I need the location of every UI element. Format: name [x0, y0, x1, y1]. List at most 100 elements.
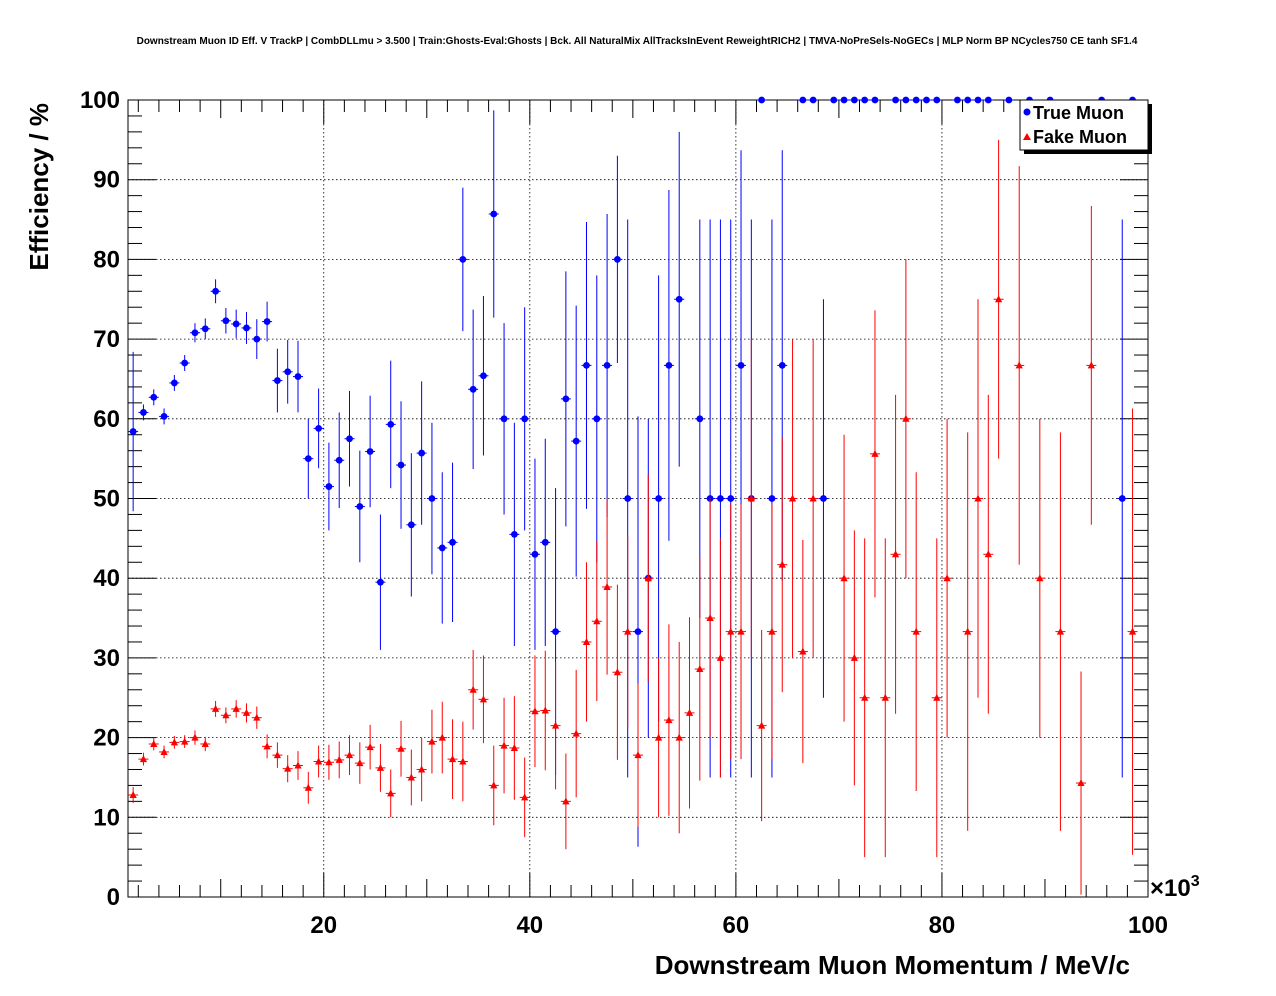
fake-muon-point — [376, 763, 385, 771]
fake-muon-series — [128, 139, 1138, 895]
fake-muon-point — [366, 743, 374, 751]
y-tick-label: 20 — [93, 725, 120, 752]
fake-muon-point — [500, 741, 508, 749]
true-muon-point — [294, 373, 302, 380]
fake-muon-point — [840, 574, 848, 582]
true-muon-point — [232, 320, 240, 328]
true-muon-point — [861, 96, 869, 104]
fake-muon-point — [964, 627, 972, 635]
true-muon-point — [160, 413, 168, 420]
true-muon-point — [634, 628, 642, 635]
true-muon-point — [418, 449, 426, 457]
fake-muon-point — [613, 668, 621, 676]
grid — [128, 100, 1148, 897]
true-muon-point — [531, 550, 539, 558]
true-muon-point — [500, 415, 508, 423]
true-muon-point — [717, 495, 724, 502]
fake-muon-point — [1015, 361, 1023, 369]
fake-muon-point — [1056, 627, 1065, 635]
true-muon-point — [243, 324, 250, 332]
true-muon-point — [562, 395, 570, 403]
true-muon-point — [397, 461, 405, 469]
fake-muon-point — [129, 790, 137, 798]
chart-title: Downstream Muon ID Eff. V TrackP | CombD… — [137, 36, 1138, 47]
y-axis-title: Efficiency / % — [24, 103, 54, 271]
true-muon-point — [1005, 96, 1013, 104]
true-muon-point — [490, 210, 498, 218]
fake-muon-point — [345, 751, 354, 759]
true-muon-point — [665, 362, 673, 369]
true-muon-point — [871, 96, 879, 104]
fake-muon-point — [593, 617, 601, 625]
true-muon-point — [953, 96, 961, 104]
x-tick-label: 40 — [516, 912, 543, 939]
y-tick-label: 60 — [93, 406, 120, 433]
true-muon-point — [335, 456, 343, 464]
true-muon-point — [923, 96, 930, 104]
true-muon-point — [459, 256, 467, 263]
fake-muon-point — [284, 764, 292, 772]
true-muon-point — [912, 96, 920, 104]
y-tick-label: 80 — [93, 246, 120, 273]
fake-muon-point — [572, 729, 580, 737]
fake-muon-point — [541, 706, 549, 714]
true-muon-point — [222, 317, 230, 325]
x-axis-title: Downstream Muon Momentum / MeV/c — [655, 950, 1130, 980]
fake-muon-point — [706, 614, 714, 622]
true-muon-point — [603, 362, 611, 369]
true-muon-point — [892, 96, 899, 104]
true-muon-point — [933, 96, 941, 104]
fake-muon-point — [912, 627, 920, 635]
fake-muon-point — [685, 708, 694, 716]
fake-muon-point — [881, 693, 889, 701]
true-muon-point — [624, 495, 632, 502]
legend-fake-muon-marker — [1023, 133, 1031, 140]
legend-box — [1019, 99, 1149, 151]
true-muon-point — [181, 359, 189, 367]
fake-muon-point — [150, 739, 158, 747]
true-muon-point — [140, 409, 147, 416]
fake-muon-point — [788, 494, 797, 502]
y-tick-label: 0 — [107, 884, 120, 911]
true-muon-point — [201, 325, 209, 333]
fake-muon-point — [747, 494, 755, 502]
true-muon-point — [1118, 495, 1126, 502]
fake-muon-point — [850, 653, 858, 661]
y-tick-label: 50 — [93, 486, 120, 513]
true-muon-point — [273, 377, 281, 384]
fake-muon-point — [273, 751, 281, 759]
true-muon-point — [253, 335, 261, 343]
y-tick-label: 10 — [93, 804, 120, 831]
fake-muon-point — [799, 647, 807, 655]
fake-muon-point — [531, 707, 539, 715]
legend-fake-muon-label: Fake Muon — [1033, 127, 1127, 147]
x-multiplier-exponent: 3 — [1191, 873, 1200, 890]
fake-muon-point — [294, 761, 302, 769]
fake-muon-point — [943, 574, 951, 582]
fake-muon-point — [139, 755, 148, 763]
legend-true-muon-marker — [1023, 108, 1031, 116]
fake-muon-point — [356, 759, 364, 767]
x-multiplier-base: ×10 — [1150, 875, 1191, 902]
true-muon-point — [510, 530, 518, 538]
true-muon-point — [366, 448, 374, 455]
true-muon-point — [974, 96, 982, 104]
true-muon-point — [377, 578, 384, 586]
fake-muon-point — [582, 637, 591, 645]
y-tick-label: 40 — [93, 565, 120, 592]
true-muon-point — [480, 372, 487, 380]
fake-muon-point — [428, 737, 436, 745]
true-muon-point — [191, 329, 199, 337]
true-muon-point — [263, 318, 271, 325]
fake-muon-point — [490, 781, 498, 789]
true-muon-point — [902, 96, 910, 104]
fake-muon-point — [809, 494, 817, 502]
true-muon-point — [387, 420, 395, 428]
x-tick-label: 20 — [310, 912, 337, 939]
x-tick-label: 80 — [929, 912, 956, 939]
fake-muon-point — [644, 574, 652, 582]
fake-muon-point — [727, 627, 735, 635]
fake-muon-point — [655, 733, 663, 741]
true-muon-point — [304, 455, 312, 463]
fake-muon-point — [438, 733, 446, 741]
